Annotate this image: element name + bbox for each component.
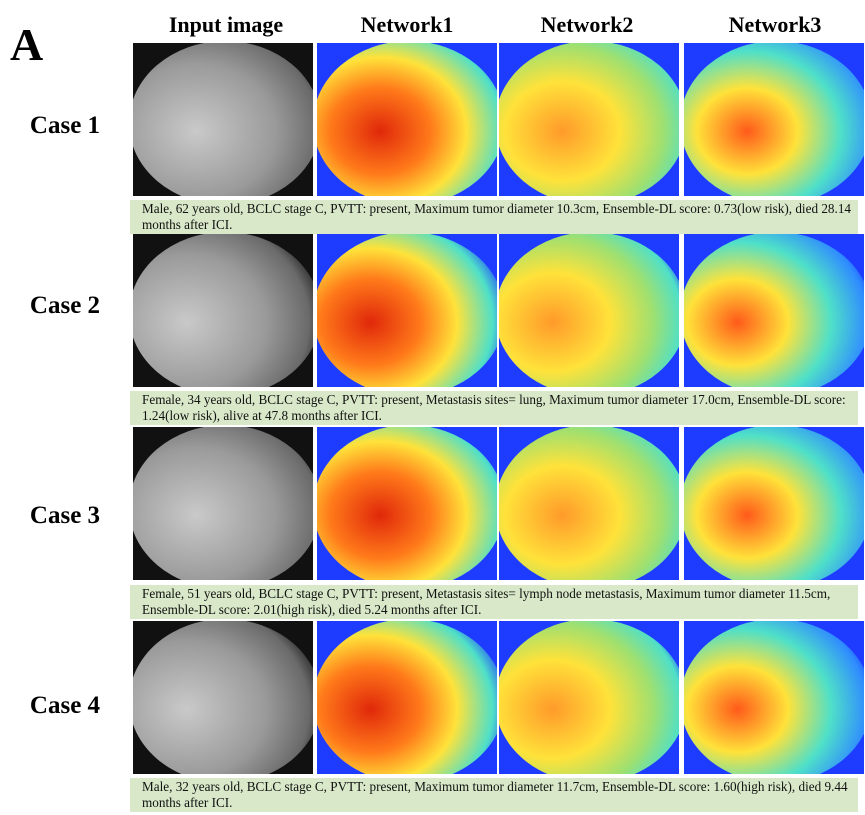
column-header-input: Input image [168,12,284,37]
case-caption: Male, 32 years old, BCLC stage C, PVTT: … [130,778,858,812]
network3-heatmap [684,427,864,580]
column-header-network3: Network3 [728,12,822,37]
case-label: Case 1 [29,112,101,139]
network1-heatmap [317,234,497,387]
input-image [133,43,313,196]
input-image [133,427,313,580]
network2-heatmap [499,427,679,580]
network2-heatmap [499,43,679,196]
column-header-network2: Network2 [540,12,634,37]
network1-heatmap [317,427,497,580]
case-label: Case 2 [29,292,101,319]
case-label: Case 4 [29,692,101,719]
case-caption: Female, 51 years old, BCLC stage C, PVTT… [130,585,858,619]
panel-letter: A [10,19,44,70]
case-caption: Male, 62 years old, BCLC stage C, PVTT: … [130,200,858,234]
case-label: Case 3 [29,502,101,529]
network3-heatmap [684,621,864,774]
network2-heatmap [499,234,679,387]
network2-heatmap [499,621,679,774]
column-header-network1: Network1 [360,12,454,37]
input-image [133,234,313,387]
network1-heatmap [317,621,497,774]
network3-heatmap [684,43,864,196]
input-image [133,621,313,774]
network3-heatmap [684,234,864,387]
case-caption: Female, 34 years old, BCLC stage C, PVTT… [130,391,858,425]
network1-heatmap [317,43,497,196]
